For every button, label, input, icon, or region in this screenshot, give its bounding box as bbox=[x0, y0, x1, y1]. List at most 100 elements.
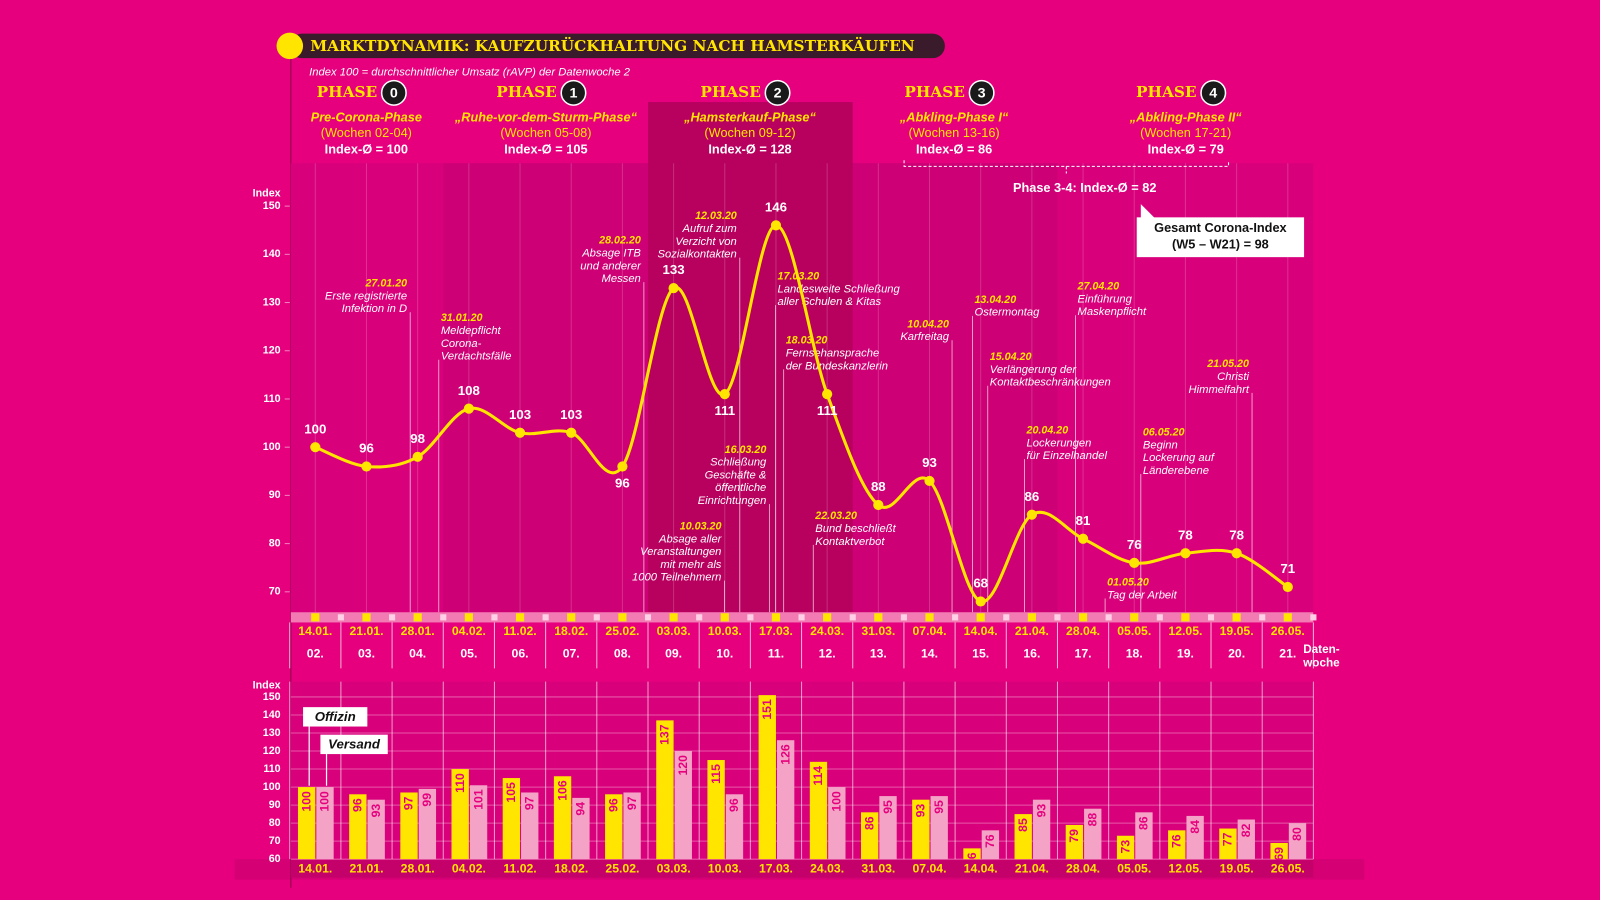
bar-value-label: 100 bbox=[299, 791, 313, 812]
x-tick-label: 05.05. bbox=[1117, 862, 1151, 876]
value-label: 71 bbox=[1280, 561, 1295, 576]
annotation-text: Landesweite Schließung bbox=[778, 283, 901, 295]
annotation-text: mit mehr als bbox=[660, 559, 721, 571]
annotation-text: Meldepflicht bbox=[441, 325, 502, 337]
x-tick-label: 21.04. bbox=[1015, 862, 1049, 876]
x-tick-label: 07.04. bbox=[913, 862, 947, 876]
bar bbox=[572, 797, 590, 860]
x-tick-label: 14.04. bbox=[964, 862, 998, 876]
bar bbox=[1032, 799, 1051, 860]
bar-value-label: 96 bbox=[606, 798, 620, 812]
week-label: 03. bbox=[358, 646, 375, 660]
bar-value-label: 82 bbox=[1239, 823, 1253, 837]
x-tick-label: 05.05. bbox=[1117, 624, 1151, 638]
bar-value-label: 88 bbox=[1085, 813, 1099, 827]
x-tick-label: 31.03. bbox=[861, 624, 895, 638]
bar-value-label: 77 bbox=[1221, 832, 1235, 846]
annotation-text: Christi bbox=[1217, 371, 1249, 383]
data-point bbox=[1282, 581, 1293, 593]
bar bbox=[502, 778, 521, 860]
x-tick-label: 10.03. bbox=[708, 862, 742, 876]
annotation-date: 28.02.20 bbox=[598, 235, 641, 247]
x-tick bbox=[311, 613, 320, 622]
data-point bbox=[412, 451, 423, 462]
x-tick-label: 19.05. bbox=[1220, 862, 1254, 876]
annotation-text: Veranstaltungen bbox=[640, 546, 721, 558]
annotation-text: Bund beschließt bbox=[815, 523, 896, 535]
week-label: 17. bbox=[1075, 646, 1092, 660]
bar-value-label: 79 bbox=[1067, 829, 1081, 843]
phase-summary: Phase 3-4: Index-Ø = 82 bbox=[1013, 180, 1157, 195]
value-label: 81 bbox=[1076, 513, 1091, 528]
data-point bbox=[1077, 533, 1089, 544]
value-label: 133 bbox=[663, 262, 685, 277]
bar bbox=[776, 740, 795, 860]
y-tick-label: 90 bbox=[269, 799, 281, 811]
week-label: 21. bbox=[1279, 646, 1296, 660]
subtitle: Index 100 = durchschnittlicher Umsatz (r… bbox=[309, 66, 631, 78]
total-index: Gesamt Corona-Index bbox=[1154, 220, 1287, 235]
x-tick-label: 14.04. bbox=[964, 624, 998, 638]
annotation-text: Kontaktbeschränkungen bbox=[990, 377, 1111, 389]
data-point bbox=[361, 461, 372, 472]
bar bbox=[605, 794, 623, 860]
x-tick-label: 04.02. bbox=[452, 862, 486, 876]
phase-weeks: (Wochen 05-08) bbox=[500, 125, 591, 140]
annotation-date: 10.04.20 bbox=[907, 318, 949, 330]
x-tick bbox=[976, 613, 985, 622]
y-tick-label: 120 bbox=[263, 745, 281, 757]
value-label: 86 bbox=[1025, 489, 1040, 504]
total-pointer bbox=[1140, 204, 1156, 219]
week-label: 19. bbox=[1177, 646, 1194, 660]
phase-name: „Abkling-Phase I“ bbox=[899, 110, 1009, 125]
x-minor-tick bbox=[1156, 614, 1163, 621]
y-tick-label: 100 bbox=[263, 441, 281, 453]
bar-value-label: 96 bbox=[351, 798, 365, 812]
bar bbox=[707, 760, 725, 860]
x-tick-label: 28.04. bbox=[1066, 862, 1100, 876]
bar bbox=[1168, 830, 1186, 860]
bar-value-label: 137 bbox=[658, 724, 672, 745]
bar bbox=[725, 794, 744, 860]
phase-index: Index-Ø = 100 bbox=[325, 141, 408, 156]
y-tick-label: 110 bbox=[263, 763, 280, 775]
bar-value-label: 76 bbox=[983, 834, 997, 848]
bar bbox=[1084, 808, 1102, 860]
x-tick-label: 14.01. bbox=[298, 862, 332, 876]
y-tick-label: 140 bbox=[263, 248, 281, 260]
bar-value-label: 97 bbox=[402, 796, 416, 810]
week-label: 13. bbox=[870, 646, 887, 660]
x-tick bbox=[1078, 613, 1088, 622]
week-label: 09. bbox=[665, 646, 682, 660]
data-point bbox=[975, 596, 986, 607]
phase-index: Index-Ø = 105 bbox=[504, 141, 587, 156]
y-tick-label: 120 bbox=[263, 345, 281, 357]
bar bbox=[521, 792, 539, 860]
week-label: 07. bbox=[563, 646, 580, 660]
bar bbox=[809, 761, 828, 860]
annotation-date: 22.03.20 bbox=[814, 510, 857, 522]
bar-value-label: 95 bbox=[881, 800, 895, 814]
phase-number: 3 bbox=[978, 86, 986, 102]
annotation-text: Maskenpflicht bbox=[1078, 306, 1147, 318]
x-minor-tick bbox=[747, 614, 754, 621]
annotation-text: Himmelfahrt bbox=[1189, 384, 1250, 396]
x-tick-label: 03.03. bbox=[657, 624, 691, 638]
bar bbox=[930, 796, 948, 860]
annotation-text: Absage ITB bbox=[581, 248, 641, 260]
annotation-text: aller Schulen & Kitas bbox=[778, 296, 882, 308]
x-minor-tick bbox=[644, 614, 652, 621]
x-tick-label: 07.04. bbox=[913, 624, 947, 638]
bar bbox=[963, 848, 981, 860]
annotation-text: Messen bbox=[602, 273, 641, 285]
bar-value-label: 73 bbox=[1118, 840, 1132, 854]
bar bbox=[1288, 823, 1307, 860]
y-axis-label: Index bbox=[253, 188, 281, 200]
annotation-date: 21.05.20 bbox=[1206, 358, 1249, 370]
x-tick bbox=[567, 613, 576, 622]
title-dot bbox=[276, 32, 304, 60]
bar-value-label: 94 bbox=[574, 802, 588, 816]
x-tick bbox=[413, 613, 422, 622]
bar-value-label: 86 bbox=[1137, 816, 1151, 830]
